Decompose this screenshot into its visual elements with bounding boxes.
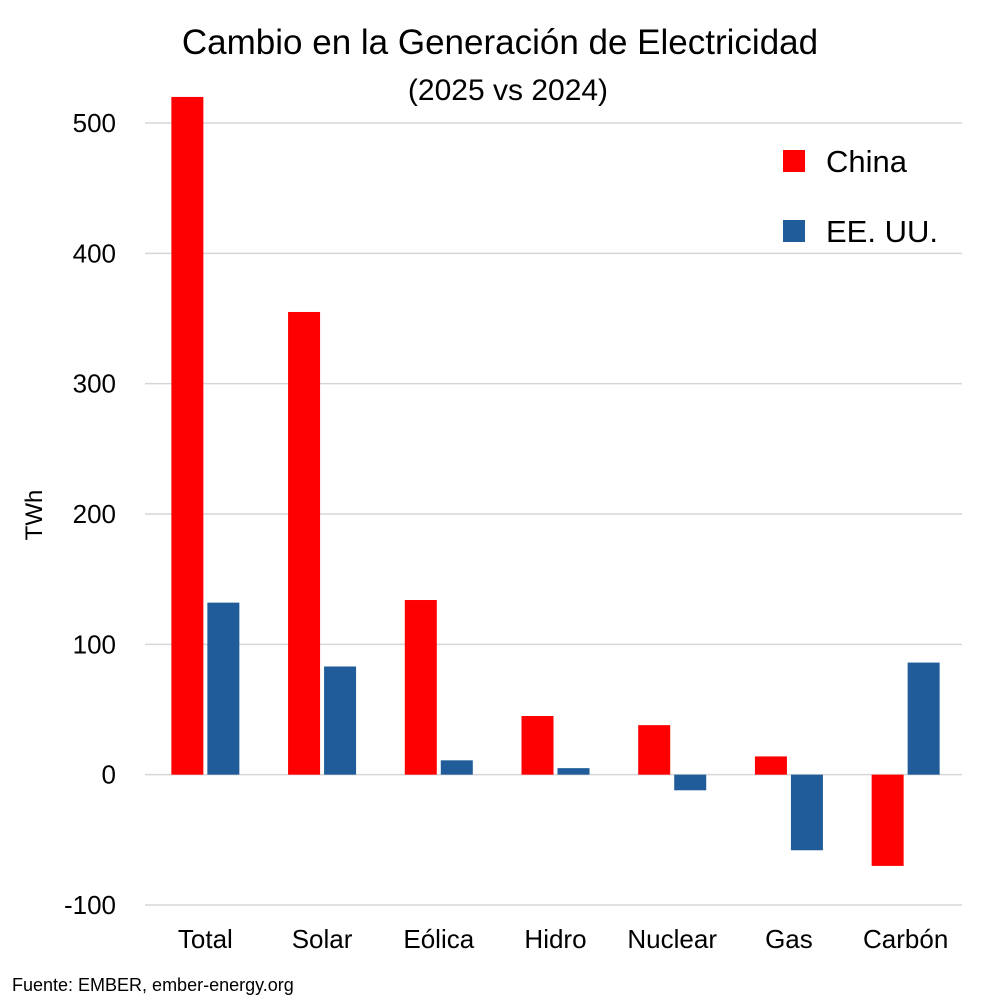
chart-subtitle: (2025 vs 2024) (408, 74, 608, 107)
x-tick-label: Gas (765, 924, 813, 954)
y-tick-label: 100 (73, 629, 116, 659)
bar-china-4 (638, 725, 671, 775)
y-tick-label: 400 (73, 238, 116, 268)
bar-china-0 (171, 96, 204, 775)
x-tick-label: Carbón (863, 924, 948, 954)
y-tick-label: -100 (64, 890, 116, 920)
x-tick-label: Hidro (524, 924, 586, 954)
bar-us-3 (557, 768, 590, 775)
y-tick-label: 300 (73, 369, 116, 399)
x-tick-label: Total (178, 924, 233, 954)
bar-china-3 (521, 716, 554, 775)
y-tick-label: 500 (73, 108, 116, 138)
bar-us-1 (324, 666, 357, 775)
source-note: Fuente: EMBER, ember-energy.org (12, 975, 294, 995)
bar-us-4 (674, 774, 707, 791)
bar-us-2 (440, 760, 473, 775)
bar-china-2 (404, 600, 437, 775)
bar-us-5 (790, 774, 823, 851)
bar-us-6 (907, 662, 940, 775)
x-tick-label: Nuclear (627, 924, 717, 954)
x-tick-label: Eólica (403, 924, 474, 954)
bar-us-0 (207, 602, 240, 775)
legend-swatch (783, 150, 805, 172)
bar-china-1 (288, 311, 321, 775)
bar-china-5 (754, 756, 787, 775)
y-tick-label: 0 (102, 760, 116, 790)
x-tick-label: Solar (292, 924, 353, 954)
legend-label: EE. UU. (826, 214, 938, 249)
legend-swatch (783, 220, 805, 242)
chart-title: Cambio en la Generación de Electricidad (182, 23, 818, 62)
bar-china-6 (871, 774, 904, 866)
y-axis-label: TWh (21, 490, 48, 541)
y-tick-label: 200 (73, 499, 116, 529)
legend-label: China (826, 144, 908, 179)
